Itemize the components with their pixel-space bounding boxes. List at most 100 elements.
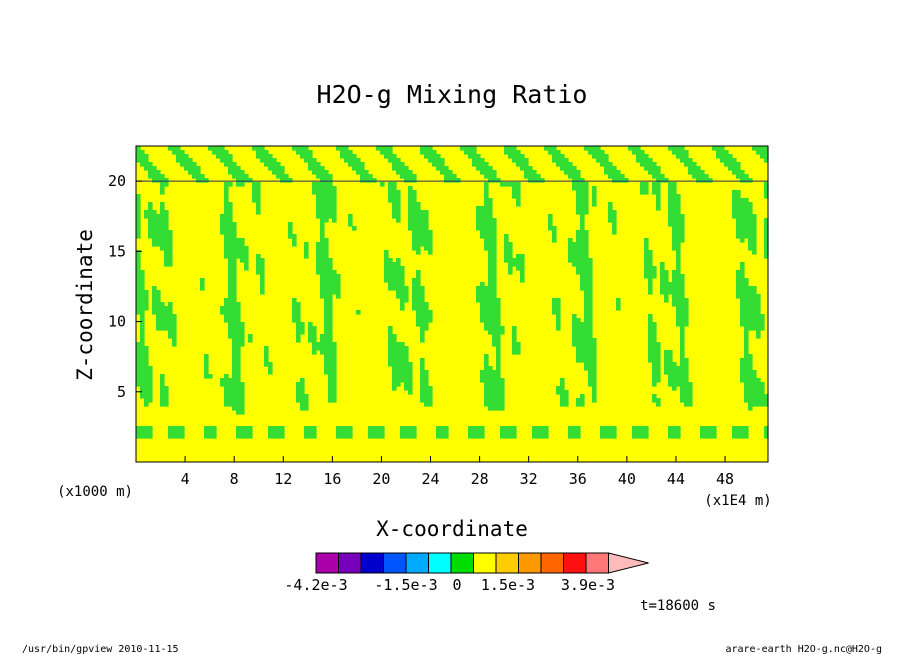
contour-cell: [144, 210, 149, 215]
contour-cell: [368, 430, 373, 435]
contour-cell: [440, 426, 445, 431]
contour-cell: [756, 398, 761, 403]
contour-cell: [416, 270, 421, 275]
contour-cell: [320, 338, 325, 343]
contour-cell: [168, 254, 173, 259]
contour-cell: [580, 186, 585, 191]
contour-cell: [228, 258, 233, 263]
colorbar-cell-1: [338, 552, 362, 574]
contour-cell: [288, 226, 293, 231]
contour-cell: [652, 330, 657, 335]
contour-cell: [236, 410, 241, 415]
contour-cell: [764, 394, 769, 399]
contour-cell: [424, 150, 429, 155]
contour-cell: [140, 162, 145, 167]
contour-cell: [672, 210, 677, 215]
x-tick-label-10: 44: [667, 470, 685, 488]
contour-cell: [668, 434, 673, 439]
contour-cell: [556, 322, 561, 327]
contour-cell: [752, 218, 757, 223]
contour-cell: [652, 398, 657, 403]
contour-cell: [672, 294, 677, 299]
contour-cell: [644, 182, 649, 187]
contour-cell: [352, 226, 357, 231]
contour-cell: [724, 154, 729, 159]
contour-cell: [324, 254, 329, 259]
contour-cell: [432, 150, 437, 155]
contour-cell: [264, 154, 269, 159]
contour-cell: [680, 322, 685, 327]
contour-cell: [568, 174, 573, 179]
contour-cell: [764, 222, 769, 227]
contour-cell: [472, 158, 477, 163]
contour-cell: [652, 270, 657, 275]
contour-cell: [156, 326, 161, 331]
contour-cell: [732, 430, 737, 435]
contour-cell: [680, 306, 685, 311]
contour-cell: [308, 334, 313, 339]
contour-cell: [396, 198, 401, 203]
contour-cell: [276, 434, 281, 439]
contour-cell: [648, 334, 653, 339]
contour-cell: [156, 314, 161, 319]
contour-cell: [668, 190, 673, 195]
contour-cell: [684, 302, 689, 307]
contour-cell: [604, 170, 609, 175]
contour-cell: [312, 434, 317, 439]
contour-cell: [648, 354, 653, 359]
contour-cell: [672, 374, 677, 379]
contour-cell: [576, 178, 581, 183]
contour-cell: [412, 178, 417, 183]
contour-cell: [328, 266, 333, 271]
contour-cell: [144, 386, 149, 391]
contour-cell: [232, 382, 237, 387]
contour-cell: [608, 170, 613, 175]
contour-cell: [140, 354, 145, 359]
contour-cell: [328, 370, 333, 375]
contour-cell: [584, 186, 589, 191]
contour-cell: [580, 202, 585, 207]
plot-area: [135, 145, 769, 463]
contour-cell: [568, 162, 573, 167]
contour-cell: [740, 370, 745, 375]
contour-cell: [224, 314, 229, 319]
contour-cell: [580, 274, 585, 279]
contour-cell: [512, 334, 517, 339]
contour-cell: [568, 250, 573, 255]
contour-cell: [592, 194, 597, 199]
contour-cell: [396, 266, 401, 271]
contour-cell: [736, 234, 741, 239]
contour-cell: [388, 278, 393, 283]
contour-cell: [308, 338, 313, 343]
contour-cell: [656, 166, 661, 171]
contour-cell: [136, 430, 141, 435]
contour-cell: [572, 334, 577, 339]
contour-cell: [576, 182, 581, 187]
contour-cell: [580, 258, 585, 263]
contour-cell: [420, 234, 425, 239]
contour-cell: [204, 370, 209, 375]
contour-cell: [392, 342, 397, 347]
contour-cell: [444, 434, 449, 439]
contour-cell: [764, 430, 769, 435]
contour-cell: [672, 194, 677, 199]
contour-cell: [140, 282, 145, 287]
contour-cell: [348, 162, 353, 167]
contour-cell: [664, 370, 669, 375]
contour-cell: [648, 330, 653, 335]
contour-cell: [160, 318, 165, 323]
contour-cell: [664, 358, 669, 363]
contour-cell: [656, 398, 661, 403]
contour-cell: [224, 234, 229, 239]
contour-cell: [676, 370, 681, 375]
contour-cell: [756, 294, 761, 299]
contour-cell: [140, 394, 145, 399]
contour-cell: [404, 298, 409, 303]
contour-cell: [336, 426, 341, 431]
contour-cell: [692, 162, 697, 167]
contour-cell: [332, 210, 337, 215]
contour-cell: [208, 430, 213, 435]
contour-cell: [496, 334, 501, 339]
contour-cell: [388, 258, 393, 263]
contour-cell: [748, 374, 753, 379]
